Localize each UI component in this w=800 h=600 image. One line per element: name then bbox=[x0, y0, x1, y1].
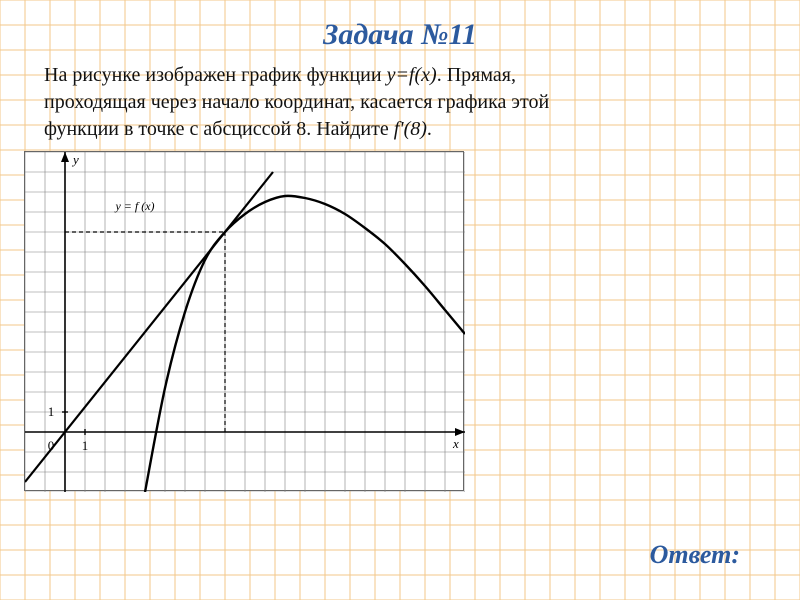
svg-text:1: 1 bbox=[48, 404, 55, 419]
function-graph: yx101y = f (x) bbox=[24, 151, 464, 491]
svg-text:1: 1 bbox=[82, 438, 89, 453]
problem-text: На рисунке изображен график функции y=f(… bbox=[44, 62, 756, 143]
svg-text:y: y bbox=[71, 152, 79, 167]
answer-label: Ответ: bbox=[650, 540, 740, 570]
svg-text:y = f (x): y = f (x) bbox=[114, 199, 154, 213]
problem-title: Задача №11 bbox=[44, 18, 756, 52]
svg-text:x: x bbox=[452, 436, 459, 451]
